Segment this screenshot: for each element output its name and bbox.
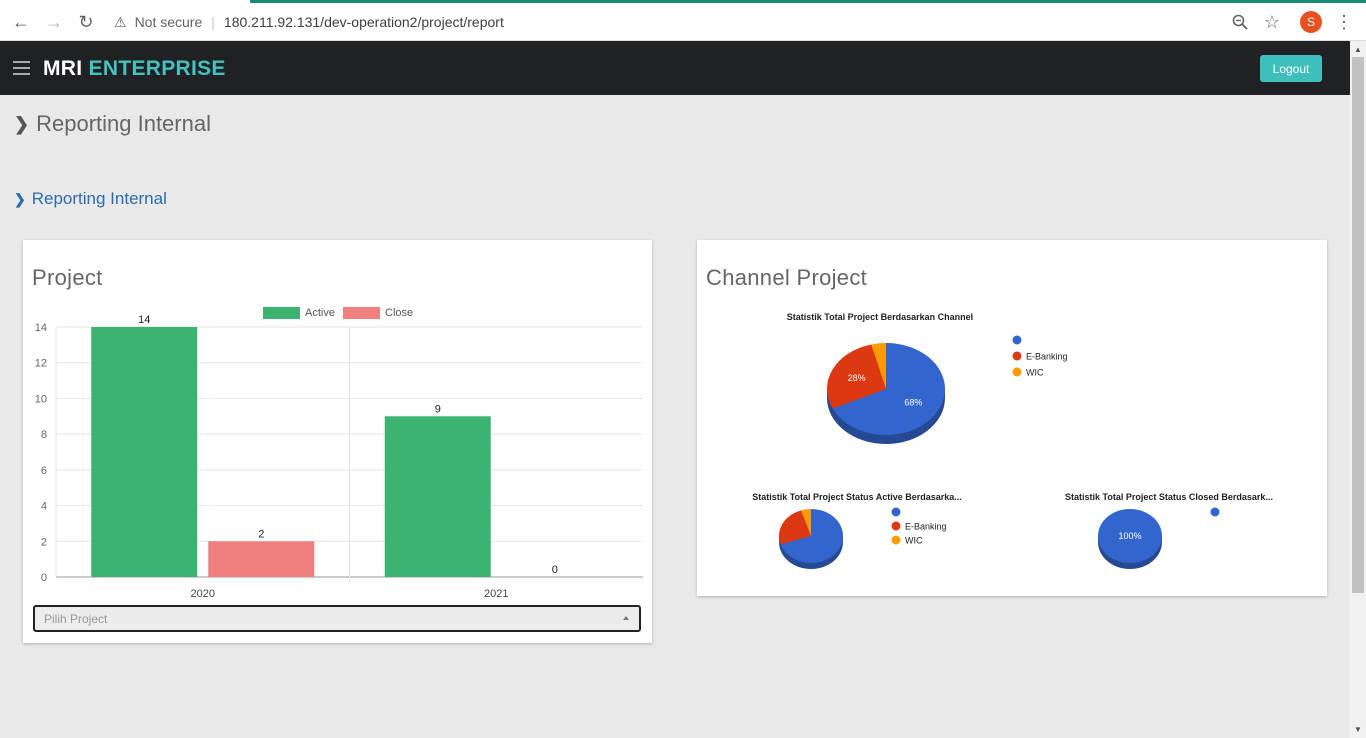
pie-chart-2: Statistik Total Project Status Active Be… [752,492,962,569]
pie-legend-label: WIC [1026,368,1044,378]
breadcrumb-link[interactable]: ❯ Reporting Internal [14,189,167,209]
pie-title: Statistik Total Project Status Active Be… [752,492,962,502]
pie-slice-label: 100% [1118,531,1141,541]
project-select[interactable]: Pilih Project [33,605,641,632]
project-select-placeholder: Pilih Project [44,611,108,626]
legend-dot-wic [1012,367,1022,377]
pie-slice-label: 68% [904,398,922,408]
scrollbar-thumb[interactable] [1352,57,1364,593]
legend-dot-e-banking [1012,351,1022,361]
pie-slice-unlabeled [832,343,945,435]
project-bar-chart: 0 2 4 6 8 10 12 14 14 2 2020 9 0 2021 Active Close [35,307,643,600]
y-tick-label: 8 [41,429,47,441]
zoom-icon[interactable] [1229,9,1251,35]
tab-accent-line [250,0,1366,3]
reload-icon[interactable]: ↻ [78,11,94,32]
pie-legend-label: WIC [905,536,923,546]
legend-dot-unlabeled [1012,335,1022,345]
bar-value-label: 14 [138,314,150,326]
bar-active-2020 [91,327,198,577]
page-title-text: Reporting Internal [36,111,211,136]
project-card-title: Project [32,265,103,290]
profile-avatar[interactable]: S [1300,11,1322,33]
not-secure-label: Not secure [134,14,203,30]
chevron-right-icon: ❯ [14,190,26,207]
scroll-up-arrow-icon[interactable]: ▲ [1354,45,1362,54]
breadcrumb-text: Reporting Internal [31,189,167,208]
scroll-down-arrow-icon[interactable]: ▼ [1354,725,1362,734]
pie-slice-wic [801,509,811,536]
legend-label-close: Close [385,307,413,319]
legend-swatch-active [263,307,300,319]
bar-active-2021 [384,416,491,577]
legend-swatch-close [343,307,380,319]
url-text: 180.211.92.131/dev-operation2/project/re… [223,14,504,30]
pie-chart-1: Statistik Total Project Berdasarkan Chan… [787,312,1068,444]
back-arrow-icon[interactable]: ← [12,11,30,32]
bar-close-2020 [208,541,315,577]
pie-slice-unlabeled [780,509,843,563]
y-tick-label: 6 [41,465,47,477]
legend-label-active: Active [305,307,335,319]
chevron-right-icon: ❯ [14,113,30,134]
pie-title: Statistik Total Project Status Closed Be… [1065,492,1273,502]
y-tick-label: 2 [41,536,47,548]
legend-dot-unlabeled [1210,507,1220,517]
project-card: Project 0 2 4 6 8 10 12 14 14 2 2020 9 0 2021 Active C… [23,240,652,643]
legend-dot-e-banking [891,521,901,531]
page-scrollbar[interactable]: ▲ ▼ [1350,41,1366,738]
x-tick-label: 2021 [484,588,508,600]
pie-slice-e-banking [827,344,886,409]
y-tick-label: 4 [41,501,47,513]
hamburger-menu-icon[interactable] [13,61,30,75]
x-tick-label: 2020 [191,588,215,600]
warning-icon: ⚠ [114,13,127,30]
legend-dot-unlabeled [891,507,901,517]
y-tick-label: 12 [35,358,47,370]
y-tick-label: 0 [41,572,47,584]
bar-value-label: 9 [435,403,441,415]
brand-logo[interactable]: MRI ENTERPRISE [43,57,226,81]
pie-legend-label: E-Banking [905,522,947,532]
brand-text-mri: MRI [43,57,83,80]
forward-arrow-icon[interactable]: → [45,11,63,32]
pie-slice-e-banking [779,510,811,545]
pie-slice-label: 28% [848,373,866,383]
bookmark-star-icon[interactable]: ☆ [1263,11,1281,32]
browser-tab-strip [0,0,1366,3]
bar-value-label: 0 [552,564,558,576]
legend-dot-wic [891,535,901,545]
y-tick-label: 10 [35,393,47,405]
logout-button[interactable]: Logout [1260,55,1322,82]
pie-legend-label: E-Banking [1026,352,1068,362]
browser-toolbar: ← → ↻ ⚠ Not secure | 180.211.92.131/dev-… [0,3,1366,41]
pie-slice-wic [871,343,886,389]
app-header: MRI ENTERPRISE Logout [0,41,1350,95]
caret-up-icon [623,616,629,620]
channel-card-title: Channel Project [706,265,868,290]
pie-chart-3: Statistik Total Project Status Closed Be… [1065,492,1273,569]
y-tick-label: 14 [35,322,47,334]
address-separator: | [211,14,215,30]
channel-card: Channel Project Statistik Total Project … [697,240,1327,596]
address-bar[interactable]: ⚠ Not secure | 180.211.92.131/dev-operat… [106,8,1292,36]
channel-pie-charts: Statistik Total Project Berdasarkan Chan… [752,312,1273,569]
bar-value-label: 2 [258,528,264,540]
pie-slice-unlabeled [1098,509,1162,563]
page-title: ❯ Reporting Internal [14,111,211,137]
more-menu-icon[interactable]: ⋮ [1335,11,1353,32]
pie-title: Statistik Total Project Berdasarkan Chan… [787,312,973,322]
brand-text-enterprise: ENTERPRISE [88,57,226,80]
